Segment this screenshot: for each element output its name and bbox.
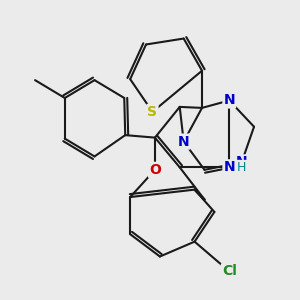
Text: N: N [224,94,235,107]
Text: O: O [149,163,161,177]
Text: Cl: Cl [222,264,237,278]
Text: H: H [237,161,246,174]
Text: N: N [236,155,248,170]
Text: N: N [224,160,235,174]
Text: N: N [178,135,190,148]
Text: S: S [148,105,158,119]
